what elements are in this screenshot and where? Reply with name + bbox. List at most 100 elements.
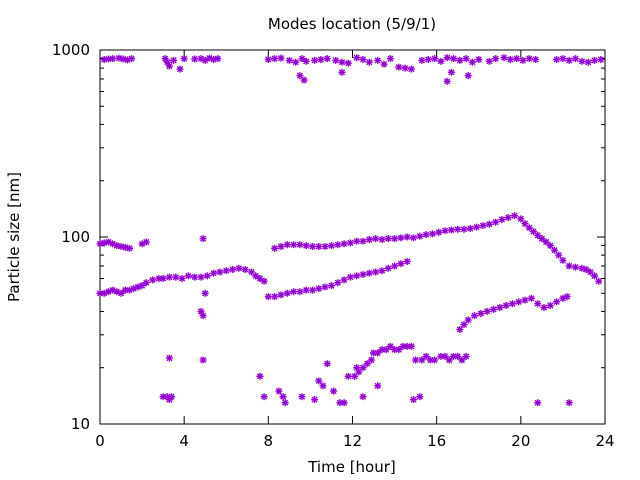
data-point: [178, 275, 186, 282]
data-point: [159, 275, 167, 282]
data-point: [290, 241, 298, 249]
y-tick-label: 1000: [52, 41, 90, 59]
data-point: [447, 68, 455, 76]
data-point: [241, 266, 249, 273]
data-point: [384, 235, 392, 243]
data-point: [429, 230, 436, 238]
data-point: [483, 307, 491, 315]
data-point: [275, 387, 283, 395]
data-point: [203, 272, 211, 280]
data-point: [403, 258, 411, 265]
data-point: [403, 233, 411, 241]
data-point: [321, 283, 329, 291]
data-point: [407, 65, 415, 73]
data-point: [142, 238, 150, 246]
data-point: [296, 288, 304, 296]
data-point: [359, 56, 367, 63]
data-point: [595, 277, 603, 285]
data-point: [391, 262, 399, 270]
data-point: [149, 276, 157, 284]
data-point: [170, 56, 178, 64]
data-point: [492, 55, 500, 63]
data-point: [346, 239, 354, 247]
data-point: [384, 264, 392, 272]
data-point: [344, 59, 352, 67]
data-point: [597, 56, 605, 63]
y-axis-label: Particle size [nm]: [5, 172, 23, 302]
data-point: [475, 56, 483, 63]
data-point: [315, 243, 323, 250]
data-point: [180, 55, 188, 63]
data-point: [401, 64, 409, 72]
data-point: [201, 289, 209, 297]
data-point: [542, 238, 550, 246]
data-point: [359, 237, 367, 245]
data-point: [372, 235, 380, 243]
data-point: [365, 236, 373, 243]
data-point: [563, 293, 571, 301]
data-point: [271, 55, 279, 63]
data-point: [281, 399, 289, 407]
data-point: [500, 54, 508, 62]
data-point: [538, 235, 546, 243]
data-point: [199, 312, 207, 320]
data-point: [340, 399, 348, 407]
data-points: [96, 54, 605, 407]
data-point: [492, 218, 500, 226]
data-point: [435, 228, 443, 236]
data-point: [285, 56, 293, 64]
data-point: [374, 349, 382, 357]
data-point: [323, 55, 331, 63]
data-point: [391, 235, 399, 243]
x-tick-label: 20: [511, 432, 530, 450]
data-point: [378, 267, 386, 275]
data-point: [277, 243, 285, 250]
data-point: [386, 55, 394, 63]
data-point: [496, 304, 504, 311]
data-point: [104, 288, 112, 296]
data-point: [519, 56, 527, 64]
data-point: [395, 346, 403, 354]
data-point: [572, 55, 579, 63]
x-tick-label: 24: [595, 432, 614, 450]
data-point: [199, 356, 207, 364]
data-point: [473, 223, 481, 231]
data-point: [546, 302, 554, 309]
data-point: [191, 55, 199, 63]
data-point: [359, 393, 367, 401]
data-point: [191, 273, 199, 281]
data-point: [277, 291, 285, 299]
data-point: [214, 55, 222, 63]
data-point: [525, 55, 533, 63]
data-point: [117, 243, 125, 250]
data-point: [271, 293, 279, 301]
data-point: [424, 56, 432, 63]
data-point: [374, 382, 382, 390]
data-point: [462, 55, 470, 63]
data-point: [283, 289, 291, 297]
x-axis: 0 4 8 12 16 20 24: [95, 50, 615, 450]
data-point: [437, 57, 445, 65]
data-point: [506, 56, 514, 63]
data-point: [128, 55, 136, 63]
chart-title: Modes location (5/9/1): [268, 15, 436, 33]
data-point: [525, 224, 533, 232]
data-point: [559, 256, 567, 264]
data-point: [443, 77, 451, 85]
data-point: [447, 226, 455, 234]
data-point: [222, 267, 230, 275]
data-point: [565, 399, 573, 407]
data-point: [443, 54, 451, 62]
data-point: [292, 58, 300, 66]
data-point: [126, 286, 133, 294]
data-point: [502, 302, 510, 309]
data-point: [328, 242, 335, 250]
data-point: [296, 241, 304, 249]
data-point: [553, 298, 561, 306]
data-point: [340, 276, 348, 284]
data-point: [485, 57, 493, 65]
data-point: [372, 268, 380, 276]
data-point: [302, 286, 310, 294]
data-point: [340, 240, 348, 248]
data-point: [165, 62, 173, 70]
